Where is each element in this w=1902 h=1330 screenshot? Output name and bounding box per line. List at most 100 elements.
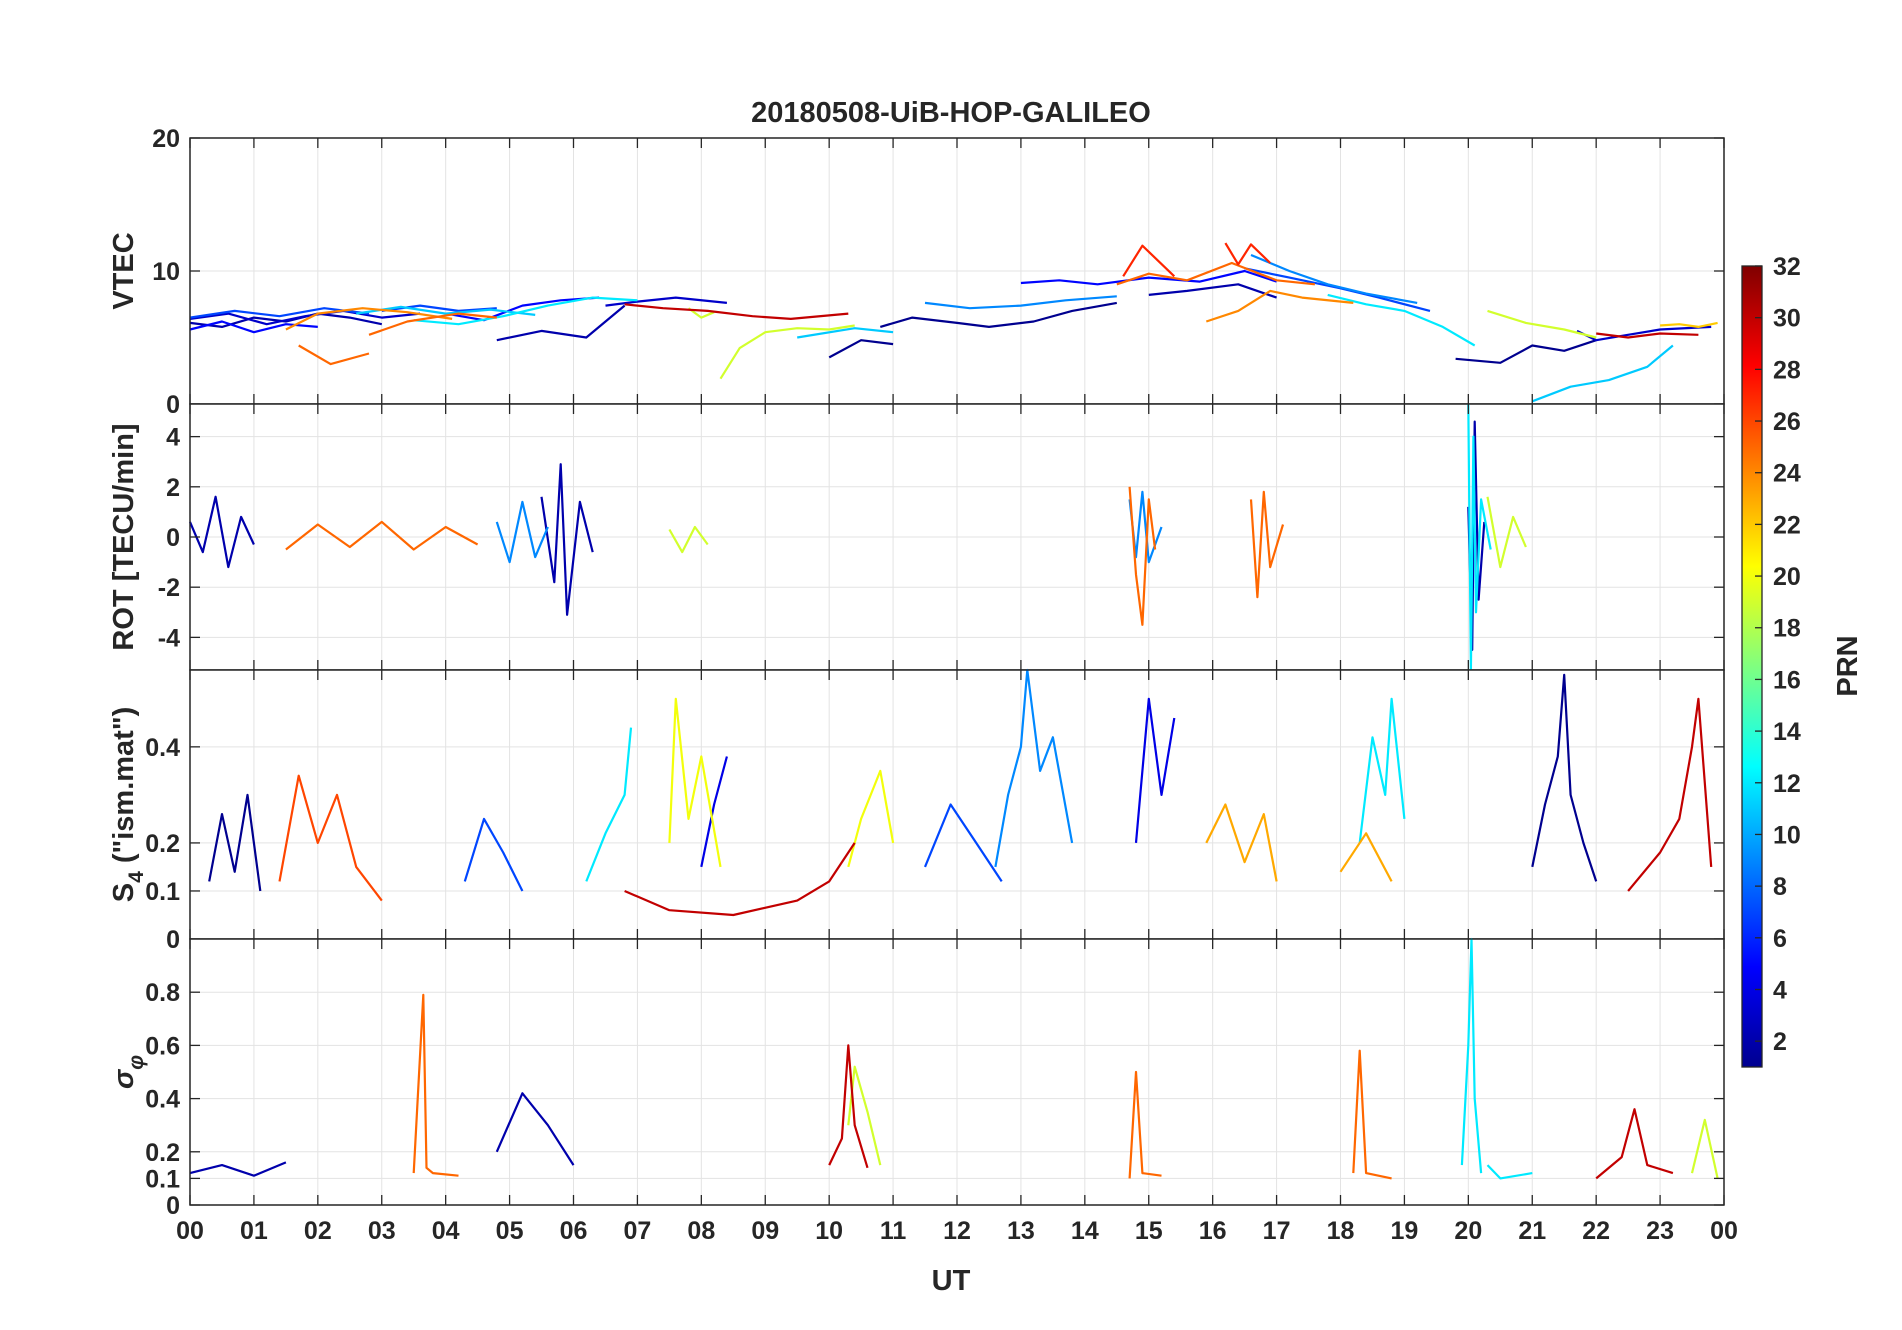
x-tick-label: 09 — [751, 1217, 779, 1245]
series-prn-30 — [1627, 697, 1713, 892]
x-tick-label: 11 — [880, 1217, 907, 1245]
series-prn-9 — [924, 295, 1117, 310]
series-prn-25 — [1128, 486, 1157, 626]
series-prn-25 — [285, 520, 479, 551]
series-prn-12 — [1327, 293, 1476, 347]
y-tick-label: 0.6 — [145, 1032, 180, 1060]
series-prn-1 — [879, 301, 1117, 328]
series-prn-25 — [1128, 1070, 1162, 1179]
x-tick-label: 03 — [368, 1217, 396, 1245]
x-tick-label: 14 — [1071, 1217, 1099, 1245]
x-tick-label: 23 — [1646, 1217, 1674, 1245]
x-tick-label: 02 — [304, 1217, 332, 1245]
y-axis-label: σφ — [108, 1055, 148, 1089]
series-prn-24 — [285, 307, 453, 331]
series-prn-2 — [495, 1092, 575, 1166]
series-prn-1 — [1531, 673, 1598, 882]
series-prn-9 — [1250, 253, 1418, 304]
series-prn-19 — [687, 307, 715, 319]
x-tick-label: 01 — [240, 1217, 268, 1245]
series-prn-19 — [1487, 309, 1597, 339]
series-prn-23 — [1205, 803, 1278, 882]
colorbar-tick-label: 12 — [1773, 770, 1801, 798]
panel-sigma_phi: 00.10.2 0.4 0.6 0.8 σφ — [108, 937, 1725, 1220]
series-prn-5 — [445, 296, 600, 322]
y-tick-label: 0.2 — [145, 830, 180, 858]
colorbar-tick-label: 2 — [1773, 1028, 1787, 1056]
series-prn-22 — [1660, 321, 1718, 328]
colorbar-tick-label: 4 — [1773, 976, 1787, 1004]
y-axis-label: VTEC — [108, 232, 140, 309]
x-tick-label: 00 — [176, 1217, 204, 1245]
series-prn-11 — [1531, 344, 1674, 403]
series-prn-23 — [1339, 832, 1393, 882]
y-tick-label: 0.1 — [145, 878, 180, 906]
y-tick-label: 0.4 — [145, 1086, 180, 1114]
series-prn-25 — [298, 344, 370, 366]
series-prn-27 — [1122, 244, 1176, 278]
x-tick-label: 00 — [1710, 1217, 1738, 1245]
series-prn-25 — [1116, 261, 1316, 286]
series-prn-30 — [828, 1044, 869, 1169]
y-tick-label: 0 — [166, 391, 180, 419]
x-tick-label: 04 — [432, 1217, 460, 1245]
colorbar-tick-label: 24 — [1773, 460, 1801, 488]
x-axis-label: UT — [932, 1265, 971, 1297]
series-prn-27 — [1224, 242, 1271, 266]
colorbar-tick-label: 22 — [1773, 511, 1801, 539]
y-tick-label: 0.1 — [145, 1165, 180, 1193]
colorbar-tick-label: 16 — [1773, 666, 1801, 694]
panel-s4: 0 0.1 0.2 0.4S4 ("ism.mat") — [108, 668, 1725, 954]
x-tick-label: 18 — [1327, 1217, 1355, 1245]
series-prn-26 — [278, 774, 383, 902]
colorbar-tick-label: 10 — [1773, 821, 1801, 849]
y-tick-label: 20 — [152, 125, 180, 153]
series-prn-2 — [496, 304, 626, 342]
y-tick-label: 0.2 — [145, 1139, 180, 1167]
series-prn-19 — [719, 324, 855, 380]
x-tick-label: 22 — [1582, 1217, 1610, 1245]
colorbar-tick-label: 30 — [1773, 305, 1801, 333]
series-prn-25 — [368, 312, 497, 336]
series-prn-12 — [1467, 403, 1492, 672]
series-prn-1 — [828, 339, 894, 359]
colorbar-tick-label: 26 — [1773, 408, 1801, 436]
x-tick-label: 06 — [560, 1217, 588, 1245]
series-prn-2 — [540, 463, 594, 616]
colorbar-tick-label: 6 — [1773, 925, 1787, 953]
series-prn-30 — [1596, 332, 1699, 339]
series-prn-30 — [624, 303, 849, 320]
colorbar-gradient — [1741, 265, 1763, 1068]
series-prn-12 — [585, 727, 633, 882]
y-tick-label: 0 — [166, 926, 180, 954]
series-prn-7 — [381, 304, 497, 312]
series-prn-4 — [700, 756, 728, 868]
series-prn-2 — [188, 495, 255, 569]
series-prn-7 — [923, 803, 1003, 883]
panel-vtec: 0 10 20 VTEC — [108, 125, 1725, 419]
series-prn-3 — [189, 309, 421, 326]
x-tick-label: 17 — [1263, 1217, 1291, 1245]
x-tick-label: 13 — [1007, 1217, 1035, 1245]
x-tick-label: 08 — [687, 1217, 715, 1245]
series-prn-12 — [1486, 1164, 1533, 1180]
series-prn-12 — [1358, 697, 1406, 844]
x-tick-labels: 00 01 02 03 04 05 06 07 08 09 10 11 12 13 14 15 16 17 18 19… — [176, 1217, 1738, 1245]
y-tick-label: 0 — [166, 1192, 180, 1220]
series-prn-2 — [189, 1161, 287, 1177]
x-tick-label: 15 — [1135, 1217, 1163, 1245]
x-tick-label: 21 — [1518, 1217, 1546, 1245]
x-tick-label: 20 — [1454, 1217, 1482, 1245]
series-prn-25 — [412, 993, 459, 1177]
colorbar-tick-label: 8 — [1773, 873, 1787, 901]
series-prn-1 — [208, 793, 262, 892]
series-prn-9 — [495, 500, 549, 564]
series-prn-7 — [463, 817, 524, 892]
y-tick-label: 4 — [166, 424, 180, 452]
x-tick-label: 16 — [1199, 1217, 1227, 1245]
series-prn-1 — [1455, 339, 1597, 364]
colorbar-label: PRN — [1832, 635, 1864, 696]
x-tick-label: 05 — [496, 1217, 524, 1245]
